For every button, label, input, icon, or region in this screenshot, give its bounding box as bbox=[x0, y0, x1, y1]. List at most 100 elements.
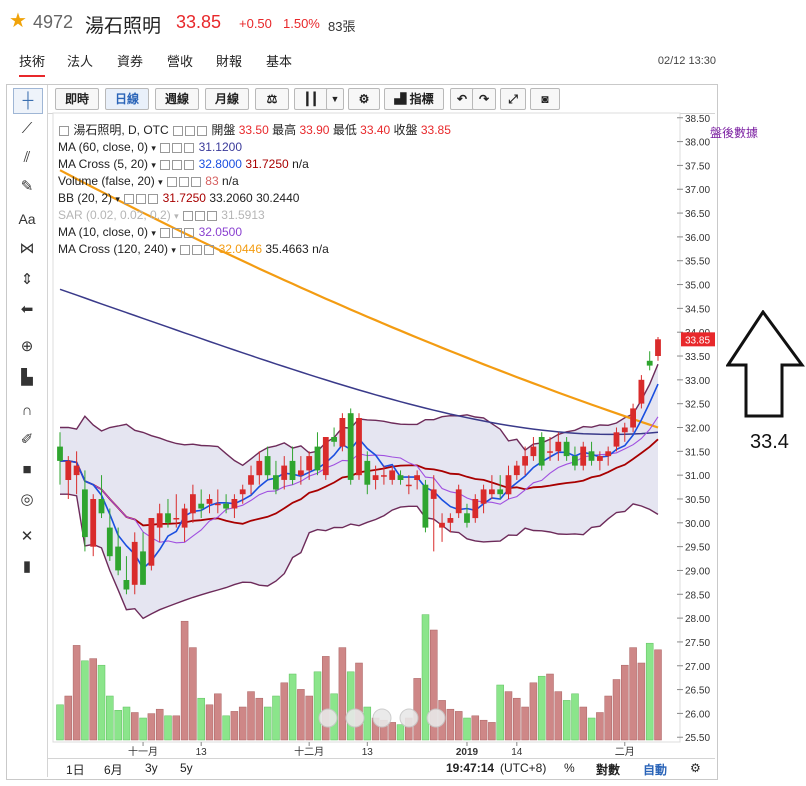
realtime-button[interactable]: 即時 bbox=[55, 88, 99, 110]
legend-close-icon[interactable] bbox=[184, 227, 195, 238]
percent-toggle[interactable]: % bbox=[564, 761, 575, 775]
candle-body bbox=[580, 446, 587, 466]
legend-close-icon[interactable] bbox=[197, 125, 208, 136]
tab-margin[interactable]: 資券 bbox=[117, 54, 144, 69]
legend-close-icon[interactable] bbox=[204, 244, 215, 255]
range-1d-button[interactable]: 1日 bbox=[66, 763, 85, 777]
tab-revenue[interactable]: 營收 bbox=[167, 54, 194, 69]
pattern-icon[interactable]: ⋈ bbox=[19, 240, 35, 257]
legend-item[interactable]: MA Cross (120, 240) ▾ 32.0446 35.4663 n/… bbox=[58, 242, 329, 256]
tools-icon[interactable]: ✕ bbox=[20, 528, 34, 545]
measure-icon[interactable]: ⇕ bbox=[20, 271, 34, 288]
legend-item[interactable]: MA (60, close, 0) ▾ 31.1200 bbox=[58, 140, 242, 154]
volume-bar bbox=[596, 712, 604, 741]
tab-technical[interactable]: 技術 bbox=[19, 51, 46, 77]
legend-item[interactable]: Volume (false, 20) ▾ 83 n/a bbox=[58, 174, 239, 188]
legend-close-icon[interactable] bbox=[190, 176, 201, 187]
trash-icon[interactable]: ▮ bbox=[22, 558, 32, 575]
legend-settings-icon[interactable] bbox=[172, 159, 183, 170]
legend-close-icon[interactable] bbox=[184, 159, 195, 170]
legend-eye-icon[interactable] bbox=[180, 244, 191, 255]
weekly-button[interactable]: 週線 bbox=[155, 88, 199, 110]
camera-icon[interactable]: ◙ bbox=[530, 88, 560, 110]
candle-body bbox=[231, 499, 238, 509]
settings-icon[interactable]: ⚙ bbox=[348, 88, 380, 110]
legend-item[interactable]: MA (10, close, 0) ▾ 32.0500 bbox=[58, 225, 242, 239]
legend-eye-icon[interactable] bbox=[160, 227, 171, 238]
legend-close-icon[interactable] bbox=[206, 210, 217, 221]
legend-settings-icon[interactable] bbox=[136, 193, 147, 204]
legend-close-icon[interactable] bbox=[184, 142, 195, 153]
legend-settings-icon[interactable] bbox=[172, 227, 183, 238]
brush-icon[interactable]: ✎ bbox=[20, 178, 34, 195]
candle-body bbox=[538, 437, 545, 466]
tab-basic[interactable]: 基本 bbox=[266, 54, 293, 69]
quote-datetime: 02/12 13:30 bbox=[657, 55, 716, 67]
legend-settings-icon[interactable] bbox=[194, 210, 205, 221]
fib-icon[interactable]: ⫽ bbox=[23, 149, 31, 166]
log-toggle[interactable]: 對數 bbox=[596, 763, 621, 777]
fullscreen-icon[interactable]: ⤢ bbox=[500, 88, 526, 110]
candle-body bbox=[389, 470, 396, 480]
hide-eye-icon[interactable]: ◎ bbox=[20, 491, 34, 508]
legend-eye-icon[interactable] bbox=[173, 125, 184, 136]
text-tool-icon[interactable]: Aa bbox=[18, 211, 36, 227]
legend-settings-icon[interactable] bbox=[185, 125, 196, 136]
legend-settings-icon[interactable] bbox=[192, 244, 203, 255]
legend-item[interactable]: MA Cross (5, 20) ▾ 32.8000 31.7250 n/a bbox=[58, 157, 309, 171]
monthly-button[interactable]: 月線 bbox=[205, 88, 249, 110]
legend-eye-icon[interactable] bbox=[182, 210, 193, 221]
magnet-icon[interactable]: ∩ bbox=[21, 402, 33, 419]
lock-icon[interactable]: ■ bbox=[22, 461, 32, 478]
compare-scale-icon[interactable]: ⚖ bbox=[255, 88, 289, 110]
auto-toggle[interactable]: 自動 bbox=[643, 763, 668, 777]
chevron-down-icon[interactable]: ▼ bbox=[326, 88, 344, 110]
candle-type-icon[interactable]: ┃┃ bbox=[294, 88, 328, 110]
range-6m-button[interactable]: 6月 bbox=[104, 763, 123, 777]
daily-button[interactable]: 日線 bbox=[105, 88, 149, 110]
x-tick-label: 二月 bbox=[615, 746, 635, 758]
indicator-button[interactable]: ▟ 指標 bbox=[384, 88, 444, 110]
range-5y-button[interactable]: 5y bbox=[180, 761, 193, 775]
volume-bar bbox=[446, 708, 455, 741]
crosshair-icon[interactable]: ┼ bbox=[13, 88, 43, 114]
legend-value: 31.5913 bbox=[221, 208, 265, 222]
legend-close-icon[interactable] bbox=[148, 193, 159, 204]
collapse-icon[interactable] bbox=[59, 125, 69, 136]
after-hours-link[interactable]: 盤後數據 bbox=[709, 126, 758, 140]
legend-item[interactable]: BB (20, 2) ▾ 31.7250 33.2060 30.2440 bbox=[58, 191, 300, 205]
legend-eye-icon[interactable] bbox=[166, 176, 177, 187]
volume-bar bbox=[621, 664, 629, 741]
range-3y-button[interactable]: 3y bbox=[145, 761, 158, 775]
back-arrow-icon[interactable]: ⬅ bbox=[20, 301, 34, 318]
reset-icon bbox=[372, 708, 392, 728]
x-tick-label: 十一月 bbox=[128, 745, 158, 758]
legend-settings-icon[interactable] bbox=[178, 176, 189, 187]
zoom-in-icon[interactable]: ⊕ bbox=[20, 338, 34, 355]
volume-bar bbox=[463, 717, 471, 741]
tab-financials[interactable]: 財報 bbox=[216, 54, 243, 69]
legend-settings-icon[interactable] bbox=[172, 142, 183, 153]
tab-institutional[interactable]: 法人 bbox=[67, 54, 94, 69]
x-tick-label: 13 bbox=[196, 747, 208, 758]
gear-icon[interactable]: ⚙ bbox=[690, 761, 701, 775]
legend-eye-icon[interactable] bbox=[160, 159, 171, 170]
trendline-icon[interactable]: ⟋ bbox=[21, 120, 33, 137]
timezone-label[interactable]: (UTC+8) bbox=[500, 761, 547, 775]
candle-body bbox=[480, 489, 487, 504]
legend-item[interactable]: SAR (0.02, 0.02, 0.2) ▾ 31.5913 bbox=[58, 208, 265, 222]
legend-item-label: MA Cross (120, 240) bbox=[58, 242, 169, 256]
x-tick-label: 13 bbox=[362, 747, 374, 758]
legend-high: 最高 33.90 bbox=[272, 123, 330, 137]
ruler-icon[interactable]: ▙ bbox=[21, 369, 33, 386]
volume-bar bbox=[297, 689, 305, 741]
y-tick-label: 36.50 bbox=[685, 209, 710, 220]
legend-value: 33.2060 bbox=[209, 191, 253, 205]
volume-bar bbox=[305, 695, 313, 741]
legend-eye-icon[interactable] bbox=[160, 142, 171, 153]
redo-icon[interactable]: ↷ bbox=[472, 88, 496, 110]
pencil-lock-icon[interactable]: ✐ bbox=[20, 431, 34, 448]
legend-eye-icon[interactable] bbox=[124, 193, 135, 204]
star-icon[interactable]: ★ bbox=[9, 10, 27, 32]
